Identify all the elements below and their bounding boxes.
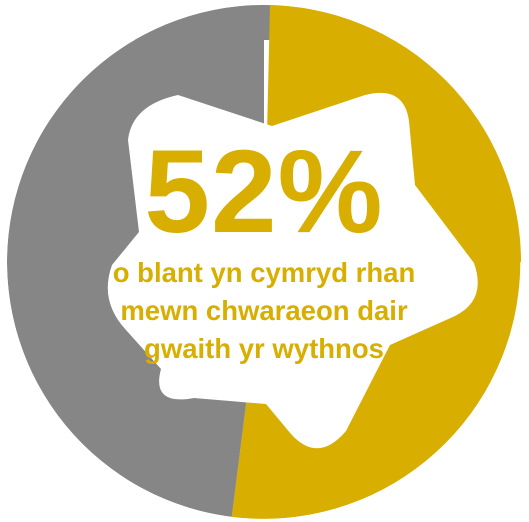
caption-line: gwaith yr wythnos	[144, 333, 384, 364]
caption-line: o blant yn cymryd rhan	[113, 257, 416, 288]
football-pentagon-icon	[107, 92, 478, 449]
stat-caption: o blant yn cymryd rhan mewn chwaraeon da…	[113, 257, 416, 364]
percentage-value: 52%	[144, 126, 383, 258]
caption-line: mewn chwaraeon dair	[120, 295, 408, 326]
